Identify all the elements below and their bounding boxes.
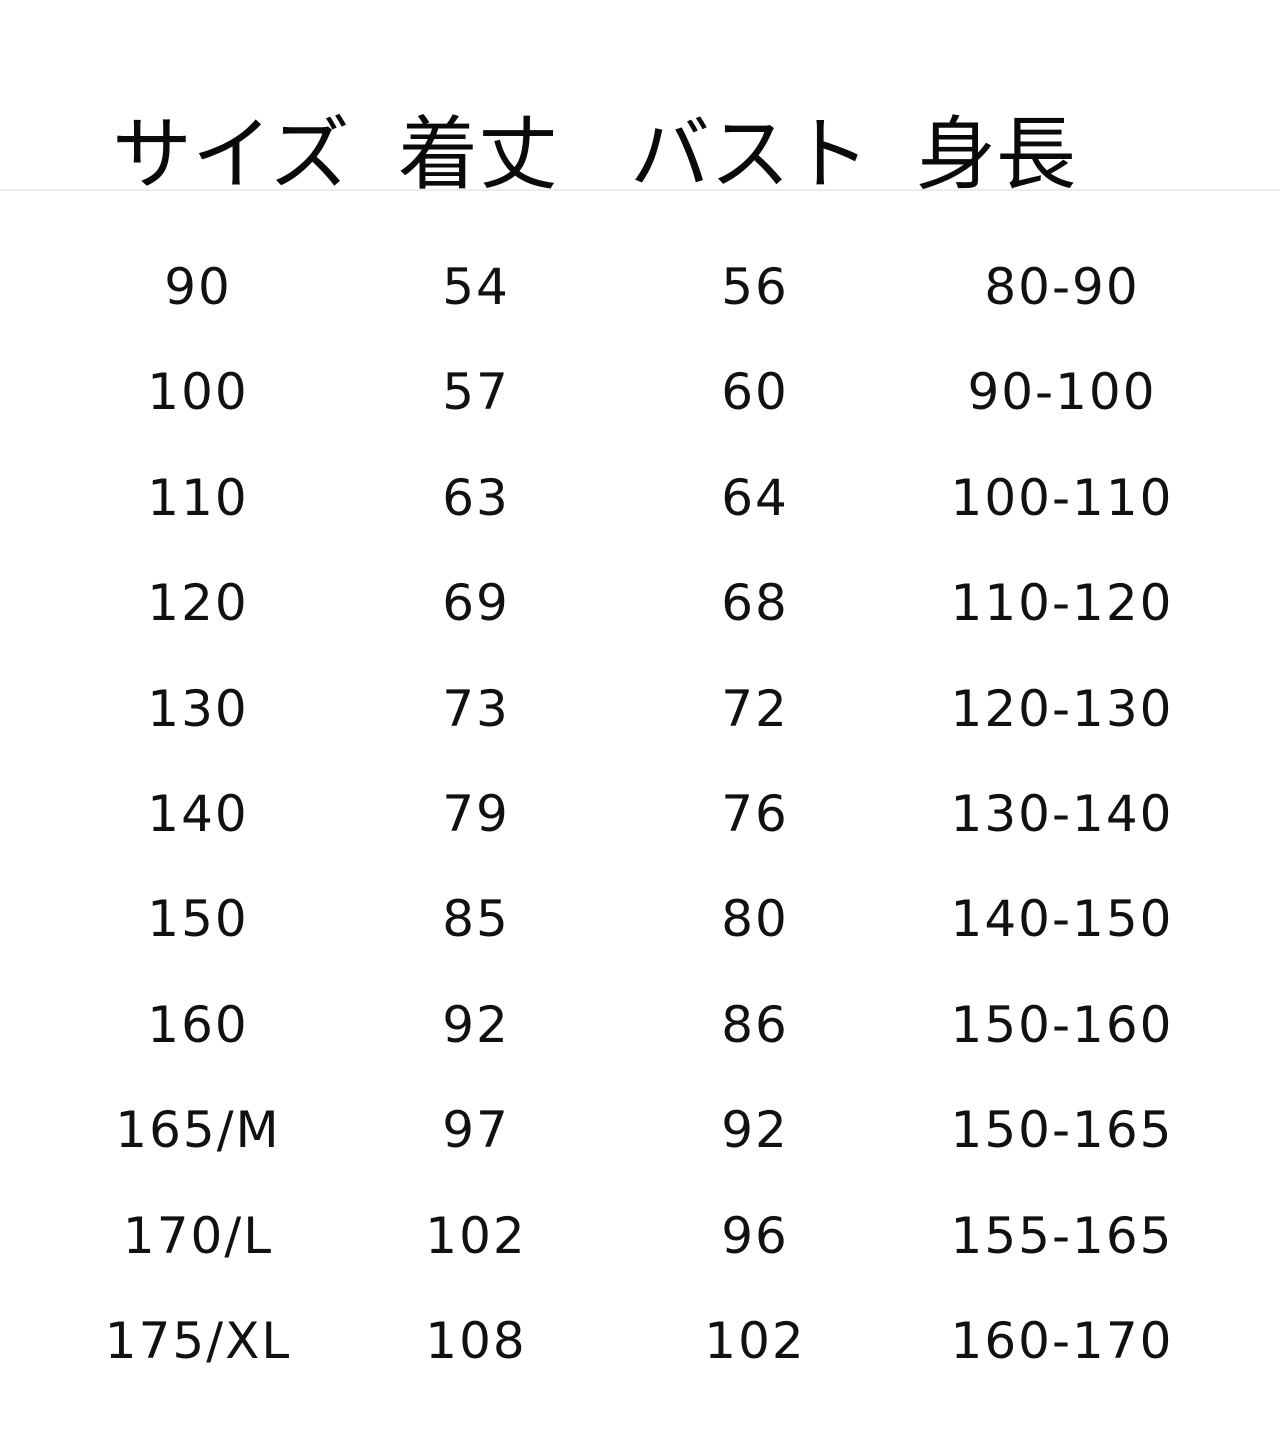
cell-bust: 68 [721,574,789,633]
cell-bust: 56 [721,258,789,316]
cell-height: 160-170 [950,1312,1174,1370]
cell-height: 150-160 [950,995,1174,1054]
cell-size: 160 [147,995,249,1054]
header-height: 身長 [916,108,1076,201]
cell-bust: 96 [721,1206,789,1265]
cell-length: 73 [442,679,510,738]
table-row: 130 73 72 120-130 [0,659,1280,759]
cell-length: 102 [425,1206,527,1265]
cell-length: 108 [425,1312,527,1370]
header-divider [0,189,1280,191]
cell-height: 130-140 [950,785,1174,843]
table-row: 90 54 56 80-90 [0,237,1280,337]
table-row: 140 79 76 130-140 [0,764,1280,864]
cell-length: 92 [442,995,510,1054]
cell-bust: 64 [721,468,789,527]
table-row: 100 57 60 90-100 [0,342,1280,442]
cell-bust: 80 [721,890,789,949]
cell-length: 54 [442,258,510,316]
cell-bust: 92 [721,1101,789,1160]
cell-length: 79 [442,785,510,843]
cell-height: 155-165 [950,1206,1174,1265]
cell-height: 110-120 [950,574,1174,633]
cell-size: 100 [147,363,249,422]
cell-height: 90-100 [967,363,1157,422]
cell-bust: 60 [721,363,789,422]
cell-length: 69 [442,574,510,633]
cell-size: 110 [147,468,249,527]
header-bust: バスト [630,108,870,201]
cell-length: 57 [442,363,510,422]
cell-length: 85 [442,890,510,949]
cell-bust: 72 [721,679,789,738]
cell-height: 150-165 [950,1101,1174,1160]
table-row: 110 63 64 100-110 [0,448,1280,548]
table-row: 150 85 80 140-150 [0,869,1280,969]
table-row: 175/XL 108 102 160-170 [0,1291,1280,1391]
cell-bust: 76 [721,785,789,843]
cell-length: 97 [442,1101,510,1160]
cell-size: 150 [147,890,249,949]
cell-size: 165/M [115,1101,281,1160]
cell-height: 100-110 [950,468,1174,527]
cell-length: 63 [442,468,510,527]
table-row: 120 69 68 110-120 [0,553,1280,653]
cell-size: 130 [147,679,249,738]
table-row: 165/M 97 92 150-165 [0,1080,1280,1180]
table-row: 160 92 86 150-160 [0,975,1280,1075]
cell-size: 120 [147,574,249,633]
table-row: 170/L 102 96 155-165 [0,1186,1280,1286]
cell-size: 175/XL [104,1312,292,1370]
cell-bust: 102 [704,1312,806,1370]
cell-size: 170/L [122,1206,274,1265]
cell-size: 90 [164,258,232,316]
cell-height: 140-150 [950,890,1174,949]
cell-bust: 86 [721,995,789,1054]
cell-height: 80-90 [984,258,1140,316]
cell-size: 140 [147,785,249,843]
header-size: サイズ [112,108,350,201]
cell-height: 120-130 [950,679,1174,738]
header-length: 着丈 [398,108,558,201]
